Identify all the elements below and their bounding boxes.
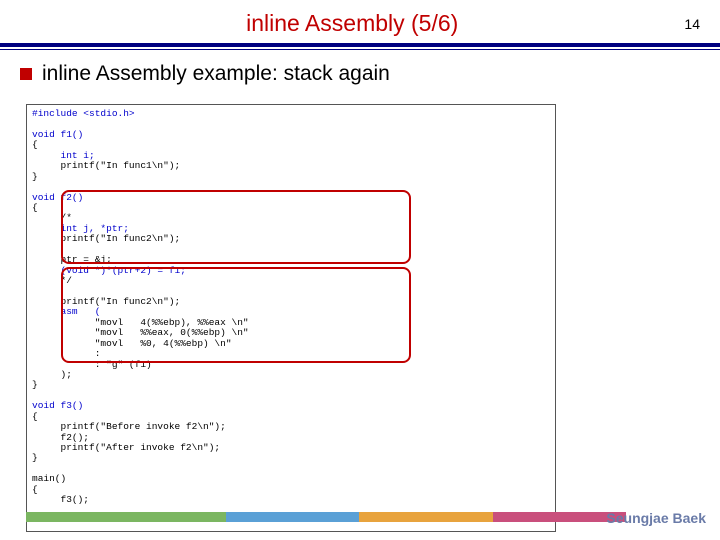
bullet-icon	[20, 68, 32, 80]
code-line: void f3()	[32, 400, 83, 411]
footer-seg	[26, 512, 226, 522]
callout-box-2	[61, 267, 411, 363]
code-line: printf("Before invoke f2\n");	[32, 421, 226, 432]
code-line: }	[32, 379, 38, 390]
code-box: #include <stdio.h> void f1() { int i; pr…	[26, 104, 556, 532]
footer-seg	[226, 512, 359, 522]
rule-thin	[0, 49, 720, 50]
footer-bar	[26, 512, 626, 522]
code-line: {	[32, 202, 38, 213]
code-line: }	[32, 171, 38, 182]
code-line: );	[32, 369, 72, 380]
page-number: 14	[684, 16, 700, 32]
code-line: int i;	[32, 150, 95, 161]
footer-seg	[359, 512, 492, 522]
code-line: {	[32, 484, 38, 495]
code-line: {	[32, 411, 38, 422]
code-line: #include <stdio.h>	[32, 108, 135, 119]
rule-thick	[0, 43, 720, 47]
code-line: {	[32, 139, 38, 150]
author-label: Seungjae Baek	[606, 510, 706, 526]
callout-box-1	[61, 190, 411, 264]
code-line: main()	[32, 473, 66, 484]
code-line: printf("After invoke f2\n");	[32, 442, 220, 453]
subtitle-row: inline Assembly example: stack again	[0, 62, 720, 86]
slide-title: inline Assembly (5/6)	[20, 10, 684, 37]
code-line: f3();	[32, 494, 89, 505]
code-line: f2();	[32, 432, 89, 443]
subtitle: inline Assembly example: stack again	[42, 62, 390, 86]
code-line: void f1()	[32, 129, 83, 140]
code-line: }	[32, 452, 38, 463]
title-row: inline Assembly (5/6) 14	[0, 0, 720, 43]
slide: inline Assembly (5/6) 14 inline Assembly…	[0, 0, 720, 540]
code-line: printf("In func1\n");	[32, 160, 180, 171]
